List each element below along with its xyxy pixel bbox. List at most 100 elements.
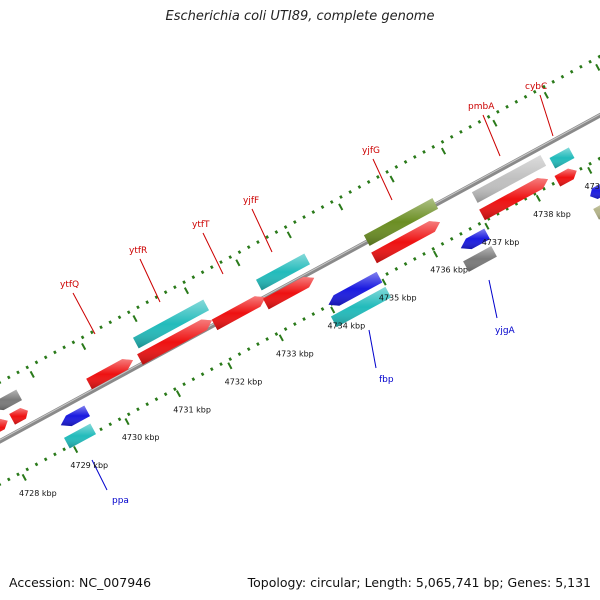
leader-line — [202, 232, 224, 275]
gene-label-yjga[interactable]: yjgA — [495, 326, 516, 336]
scale-label: 4731 kbp — [173, 405, 211, 414]
gene-arrow[interactable] — [64, 423, 96, 449]
major-tick — [595, 63, 600, 71]
gene-arrow[interactable] — [263, 276, 315, 310]
gene-arrow[interactable] — [593, 200, 600, 220]
gene-arrow[interactable] — [330, 286, 392, 328]
accession-text: Accession: NC_007946 — [9, 575, 152, 590]
gene-arrow[interactable] — [133, 299, 209, 349]
gene-shading — [479, 178, 548, 221]
gene-arrow[interactable] — [460, 228, 490, 250]
map-title: Escherichia coli UTI89, complete genome — [165, 9, 435, 24]
gene-shading — [64, 423, 96, 449]
major-tick — [183, 287, 190, 295]
major-tick — [81, 342, 87, 351]
leader-line — [482, 114, 501, 157]
major-tick — [338, 203, 344, 211]
gene-shading — [133, 299, 209, 349]
gene-shading — [263, 276, 315, 310]
gene-shading — [371, 221, 440, 264]
scale-label: 4733 kbp — [276, 349, 314, 358]
gene-label-ytft[interactable]: ytfT — [192, 220, 210, 230]
leader-line — [91, 459, 108, 491]
gene-arrow[interactable] — [137, 319, 212, 365]
major-tick — [432, 250, 439, 258]
major-tick — [235, 259, 241, 267]
gene-shading — [86, 359, 133, 390]
gene-shading — [593, 205, 600, 220]
gene-label-fbp[interactable]: fbp — [379, 375, 394, 385]
leader-line — [72, 292, 96, 335]
gene-label-ytfq[interactable]: ytfQ — [60, 280, 79, 290]
gene-arrow[interactable] — [590, 182, 600, 199]
major-tick — [124, 418, 130, 426]
major-tick — [330, 306, 336, 314]
scale-label: 4730 kbp — [122, 433, 160, 442]
leader-line — [539, 94, 554, 137]
gene-shading — [460, 228, 490, 250]
gene-arrow[interactable] — [9, 408, 28, 425]
major-tick — [73, 445, 79, 454]
gene-shading — [330, 286, 392, 328]
scale-label: 4735 kbp — [379, 294, 417, 303]
leader-line — [372, 158, 393, 201]
gene-shading — [137, 319, 212, 365]
gene-arrow[interactable] — [328, 271, 383, 306]
leader-line — [139, 258, 161, 303]
gene-arrow[interactable] — [256, 253, 310, 291]
scale-label: 4729 kbp — [70, 461, 108, 470]
gene-arrow[interactable] — [86, 359, 133, 390]
tick-track-upper — [0, 54, 600, 384]
gene-label-yjfg[interactable]: yjfG — [362, 146, 380, 156]
gene-shading — [363, 198, 439, 246]
leader-line — [368, 329, 377, 369]
scale-label: 4732 kbp — [225, 377, 263, 386]
gene-label-ppa[interactable]: ppa — [112, 496, 129, 506]
major-tick — [492, 119, 498, 127]
gene-label-pmba[interactable]: pmbA — [468, 102, 495, 112]
gene-label-cybc[interactable]: cybC — [525, 82, 547, 92]
gene-arrow[interactable] — [549, 147, 575, 169]
gene-shading — [0, 418, 8, 432]
scale-label: 4737 kbp — [482, 238, 520, 247]
gene-arrow[interactable] — [371, 221, 440, 264]
gene-arrow[interactable] — [60, 405, 90, 427]
gene-arrow[interactable] — [463, 246, 497, 272]
major-tick — [381, 278, 387, 286]
major-tick — [175, 390, 182, 398]
scale-label: 4738 kbp — [533, 210, 571, 219]
major-tick — [440, 147, 447, 155]
gene-arrow[interactable] — [479, 178, 548, 221]
gene-arrow[interactable] — [363, 198, 439, 246]
major-tick — [587, 166, 593, 174]
major-tick — [21, 473, 27, 481]
major-tick — [227, 362, 233, 370]
gene-shading — [554, 168, 577, 187]
gene-arrow[interactable] — [471, 155, 547, 203]
backbone-highlight — [0, 113, 600, 441]
major-tick — [389, 175, 395, 183]
gene-shading — [211, 296, 266, 331]
gene-shading — [590, 184, 600, 199]
gene-label-ytfr[interactable]: ytfR — [129, 246, 147, 256]
scale-label: 4736 kbp — [430, 266, 468, 275]
gene-shading — [9, 408, 28, 425]
gene-shading — [0, 389, 22, 411]
gene-shading — [256, 253, 310, 291]
major-tick — [132, 315, 138, 323]
scale-label: 4728 kbp — [19, 489, 57, 498]
major-tick — [535, 194, 541, 202]
gene-arrow[interactable] — [554, 168, 577, 187]
major-tick — [286, 231, 292, 239]
gene-arrow[interactable] — [0, 389, 22, 411]
gene-arrow[interactable] — [0, 418, 8, 437]
gene-arrow[interactable] — [211, 296, 266, 331]
leader-line — [488, 279, 498, 319]
gene-label-yjff[interactable]: yjfF — [243, 196, 259, 206]
topology-text: Topology: circular; Length: 5,065,741 bp… — [247, 575, 591, 590]
gene-shading — [60, 405, 90, 427]
genome-backbone — [0, 112, 600, 444]
gene-shading — [328, 271, 383, 306]
scale-label: 4739 kbp — [585, 182, 600, 191]
major-tick — [29, 370, 35, 378]
